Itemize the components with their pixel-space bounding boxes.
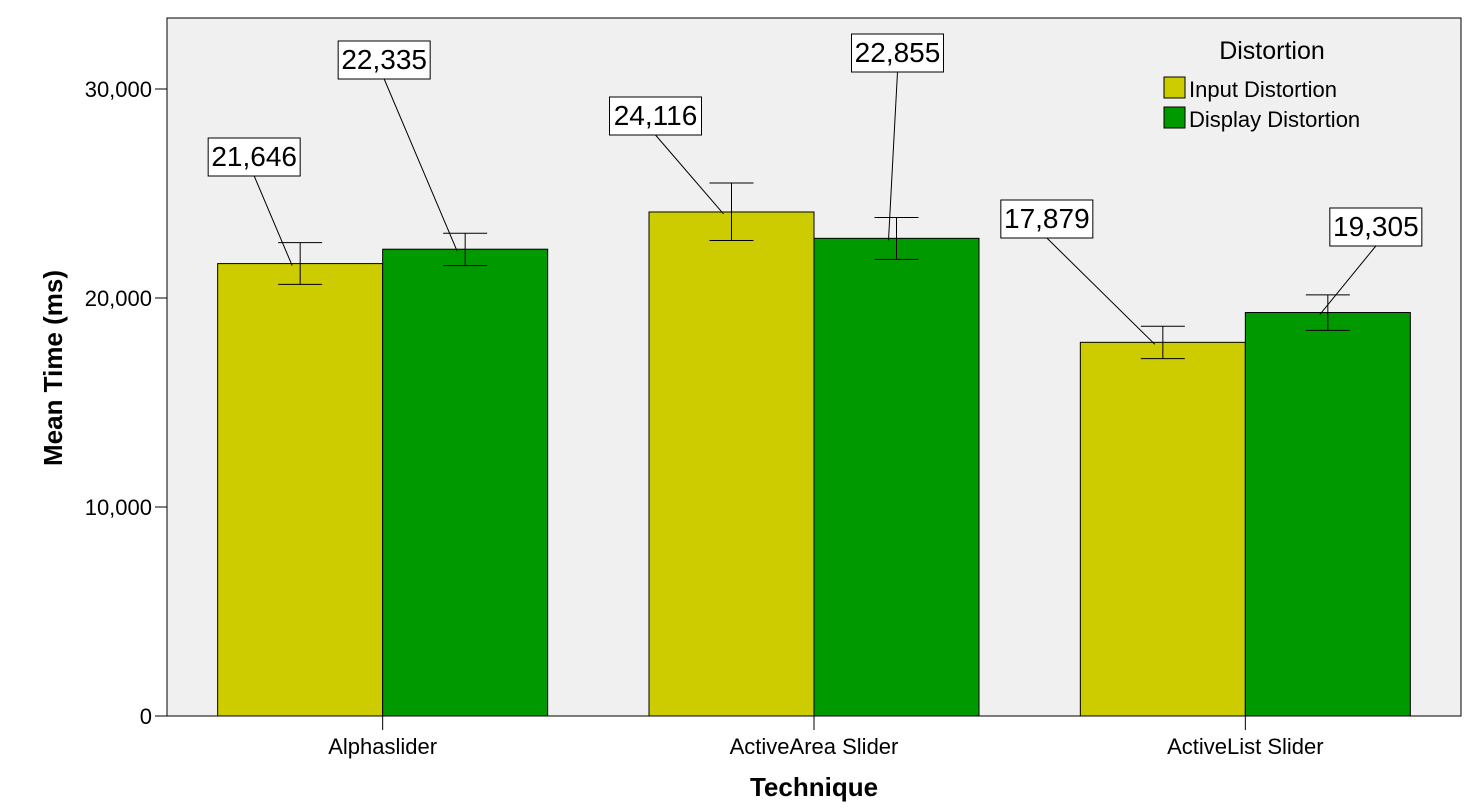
legend-swatch-input-distortion — [1163, 76, 1186, 99]
y-axis-title: Mean Time (ms) — [38, 270, 68, 466]
legend-swatch-display-distortion — [1163, 106, 1186, 129]
data-label-box — [1000, 199, 1094, 239]
y-tick-label: 20,000 — [85, 286, 152, 311]
data-label-leader — [383, 78, 458, 252]
data-label-box — [337, 40, 431, 80]
data-label-leader — [253, 175, 293, 266]
data-label-box — [851, 33, 944, 73]
data-label: 19,305 — [1333, 211, 1419, 242]
data-label: 21,646 — [211, 141, 297, 172]
data-label-box — [207, 137, 301, 177]
x-tick-label: ActiveList Slider — [1167, 734, 1324, 759]
data-label: 17,879 — [1004, 203, 1090, 234]
legend-label-input-distortion: Input Distortion — [1189, 77, 1337, 102]
y-tick-label: 0 — [140, 704, 152, 729]
y-tick-label: 10,000 — [85, 495, 152, 520]
data-label-leader — [1319, 245, 1377, 315]
bar — [382, 248, 549, 717]
data-label-leader — [1046, 237, 1156, 345]
x-tick-label: Alphaslider — [328, 734, 437, 759]
data-label-leader — [888, 71, 898, 241]
data-label: 24,116 — [614, 100, 698, 131]
data-label-leader — [655, 134, 724, 215]
bar — [1079, 341, 1246, 717]
bar — [813, 237, 980, 717]
bar — [217, 263, 384, 717]
x-tick-label: ActiveArea Slider — [730, 734, 899, 759]
y-tick-label: 30,000 — [85, 77, 152, 102]
x-axis-title: Technique — [750, 772, 878, 802]
legend-label-display-distortion: Display Distortion — [1189, 107, 1360, 132]
legend: Distortion Input Distortion Display Dist… — [1163, 37, 1360, 132]
data-label: 22,855 — [855, 37, 941, 68]
bar — [648, 211, 815, 717]
data-label-box — [1329, 207, 1423, 247]
legend-title: Distortion — [1219, 37, 1325, 65]
bar — [1244, 312, 1411, 717]
data-label-box — [609, 96, 702, 136]
data-label: 22,335 — [341, 44, 427, 75]
